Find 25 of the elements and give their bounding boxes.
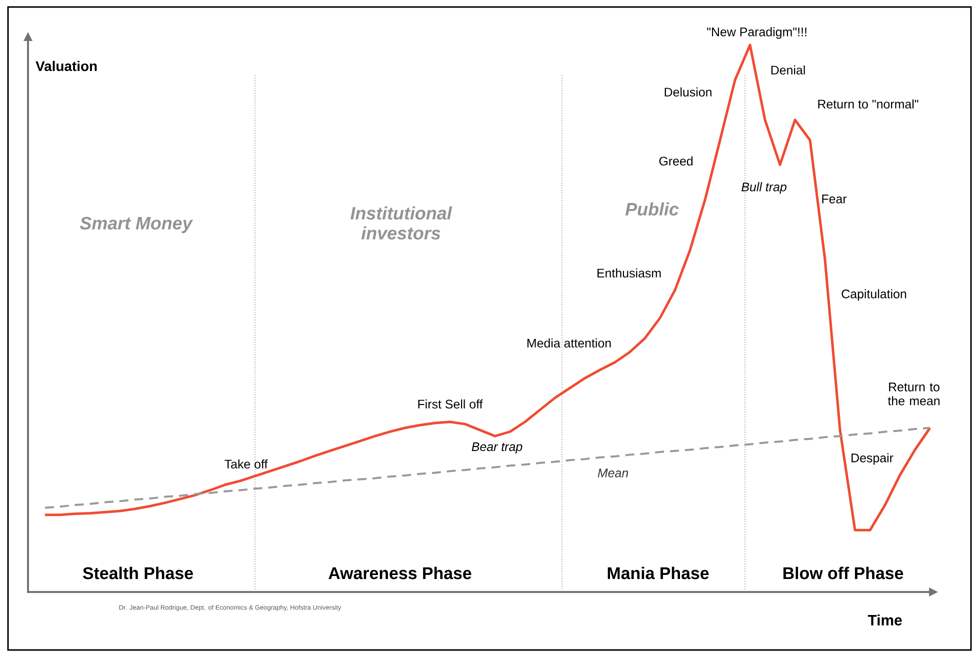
annotation: First Sell off bbox=[418, 399, 483, 409]
annotation: Greed bbox=[659, 156, 693, 166]
annotation: Institutional investors bbox=[350, 206, 452, 240]
x-axis-title: Time bbox=[868, 614, 902, 626]
annotation: Bull trap bbox=[742, 182, 786, 194]
annotation: Fear bbox=[822, 194, 847, 204]
annotation: Return to the mean bbox=[888, 382, 940, 406]
annotation: Take off bbox=[224, 459, 268, 469]
annotation: Despair bbox=[852, 453, 894, 465]
annotation: Return to "normal" bbox=[818, 99, 918, 109]
y-axis-title: Valuation bbox=[36, 60, 97, 72]
annotation: Delusion bbox=[664, 87, 712, 97]
annotation: Mania Phase bbox=[608, 566, 709, 580]
annotation: Capitulation bbox=[842, 289, 906, 301]
annotation: Awareness Phase bbox=[328, 566, 472, 580]
annotation: Public bbox=[625, 202, 679, 216]
annotation: Denial bbox=[771, 65, 805, 75]
annotation: Blow off Phase bbox=[783, 566, 904, 580]
annotation: Bear trap bbox=[472, 442, 522, 454]
text: "New Paradigm"!!! bbox=[707, 27, 806, 39]
annotation: Stealth Phase bbox=[82, 566, 193, 580]
annotation: Enthusiasm bbox=[598, 268, 661, 278]
series-label: Mean bbox=[598, 468, 628, 478]
annotation: Smart Money bbox=[80, 216, 194, 234]
annotation: Media attention bbox=[527, 338, 611, 348]
